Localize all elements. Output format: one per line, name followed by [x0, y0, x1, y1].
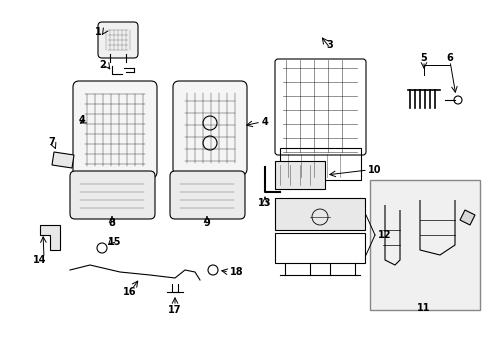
Bar — [369, 180, 479, 310]
Bar — [274, 198, 364, 230]
Text: 15: 15 — [108, 237, 122, 247]
Polygon shape — [52, 152, 74, 168]
Polygon shape — [40, 225, 60, 250]
Text: 8: 8 — [108, 218, 115, 228]
Text: 4: 4 — [261, 117, 268, 127]
Text: 9: 9 — [203, 218, 210, 228]
FancyBboxPatch shape — [73, 81, 157, 178]
FancyBboxPatch shape — [173, 81, 246, 175]
Text: 3: 3 — [326, 40, 333, 50]
Polygon shape — [459, 210, 474, 225]
Text: 16: 16 — [123, 287, 137, 297]
Text: 1: 1 — [95, 27, 101, 37]
Text: 5: 5 — [420, 53, 427, 63]
Text: 6: 6 — [446, 53, 452, 63]
Text: 10: 10 — [367, 165, 381, 175]
Text: 12: 12 — [377, 230, 391, 240]
Bar — [274, 233, 364, 263]
Text: 18: 18 — [229, 267, 243, 277]
Bar — [280, 148, 360, 180]
FancyBboxPatch shape — [170, 171, 244, 219]
Text: 4: 4 — [79, 115, 85, 125]
Text: 11: 11 — [416, 303, 430, 313]
Bar — [274, 161, 325, 189]
Text: 7: 7 — [48, 137, 55, 147]
Text: 2: 2 — [100, 60, 106, 70]
FancyBboxPatch shape — [98, 22, 138, 58]
Text: 13: 13 — [258, 198, 271, 208]
FancyBboxPatch shape — [70, 171, 155, 219]
Text: 14: 14 — [33, 255, 47, 265]
Text: 17: 17 — [168, 305, 182, 315]
